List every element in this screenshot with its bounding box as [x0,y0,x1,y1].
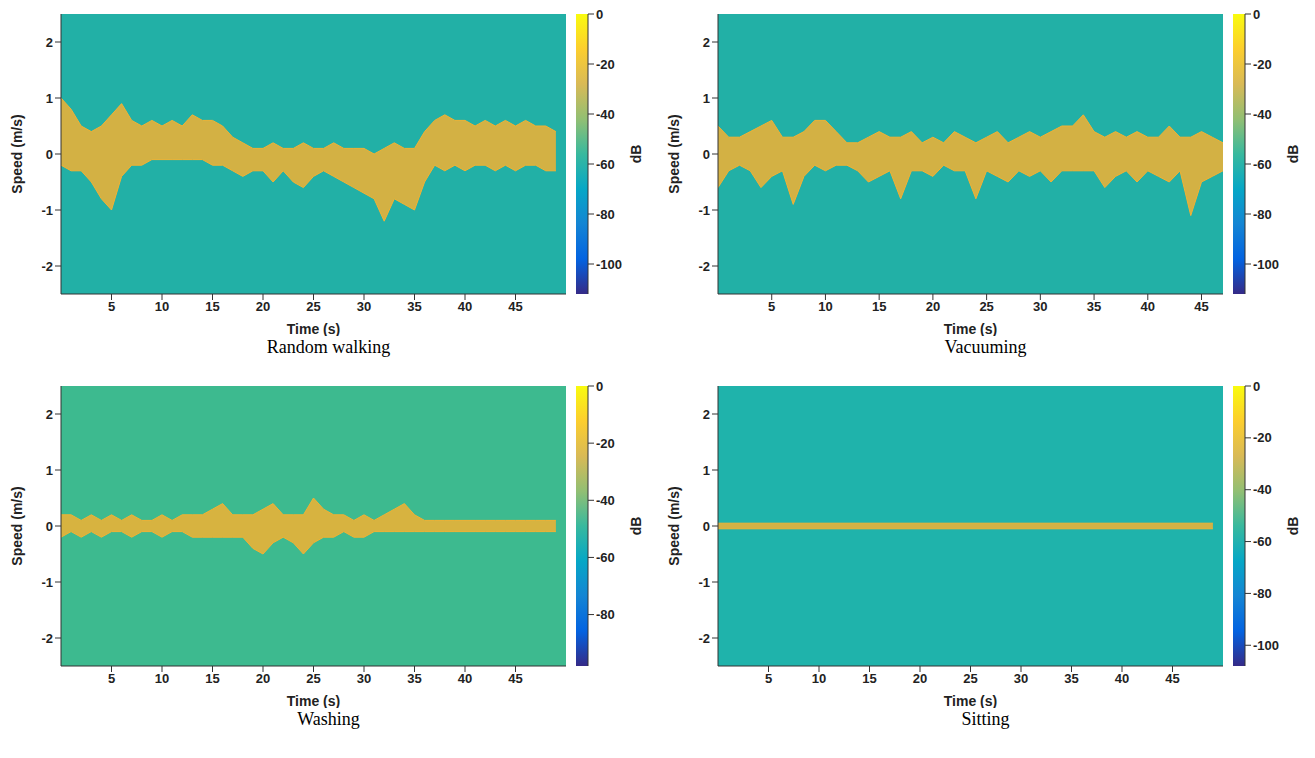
svg-text:-2: -2 [41,259,53,274]
svg-text:40: 40 [1115,671,1129,686]
svg-text:0: 0 [596,7,603,22]
svg-text:5: 5 [108,299,115,314]
svg-text:15: 15 [205,671,219,686]
svg-text:20: 20 [256,671,270,686]
svg-text:-40: -40 [596,493,615,508]
svg-text:30: 30 [1033,299,1047,314]
svg-text:-60: -60 [1253,157,1272,172]
svg-text:20: 20 [256,299,270,314]
svg-text:Time (s): Time (s) [287,693,340,708]
svg-text:10: 10 [818,299,832,314]
svg-text:Time (s): Time (s) [944,693,997,708]
svg-text:15: 15 [205,299,219,314]
svg-text:-20: -20 [596,436,615,451]
svg-text:-1: -1 [698,575,710,590]
svg-text:-1: -1 [41,575,53,590]
svg-text:40: 40 [458,299,472,314]
html-text:Sitting: Sitting [961,709,1010,729]
svg-text:-20: -20 [1253,430,1272,445]
svg-text:-80: -80 [596,207,615,222]
svg-text:-2: -2 [41,631,53,646]
svg-text:5: 5 [108,671,115,686]
svg-text:-100: -100 [1253,257,1279,272]
svg-text:0: 0 [46,519,53,534]
svg-text:Time (s): Time (s) [287,321,340,336]
svg-text:0: 0 [703,147,710,162]
svg-text:-80: -80 [596,607,615,622]
svg-text:Speed (m/s): Speed (m/s) [666,114,682,193]
svg-text:-2: -2 [698,631,710,646]
svg-text:1: 1 [703,91,710,106]
svg-text:dB: dB [1285,517,1301,536]
svg-text:45: 45 [508,299,522,314]
svg-text:35: 35 [1064,671,1078,686]
svg-text:10: 10 [155,299,169,314]
html-text:Washing: Washing [297,709,360,729]
html-text:Vacuuming: Vacuuming [944,337,1027,357]
svg-text:20: 20 [926,299,940,314]
svg-text:1: 1 [46,91,53,106]
svg-text:15: 15 [862,671,876,686]
svg-text:30: 30 [357,671,371,686]
svg-text:2: 2 [703,407,710,422]
svg-text:1: 1 [703,463,710,478]
svg-text:35: 35 [407,299,421,314]
svg-text:2: 2 [703,35,710,50]
svg-text:35: 35 [1087,299,1101,314]
svg-text:25: 25 [979,299,993,314]
svg-text:35: 35 [407,671,421,686]
svg-text:-80: -80 [1253,586,1272,601]
svg-text:30: 30 [357,299,371,314]
svg-text:0: 0 [46,147,53,162]
svg-text:dB: dB [628,145,644,164]
svg-text:-20: -20 [596,57,615,72]
svg-text:10: 10 [155,671,169,686]
svg-text:dB: dB [628,517,644,536]
svg-text:2: 2 [46,407,53,422]
svg-text:-2: -2 [698,259,710,274]
svg-text:1: 1 [46,463,53,478]
svg-text:-60: -60 [596,550,615,565]
svg-text:dB: dB [1285,145,1301,164]
svg-text:25: 25 [306,671,320,686]
svg-text:Speed (m/s): Speed (m/s) [9,114,25,193]
svg-text:-60: -60 [596,157,615,172]
svg-text:30: 30 [1014,671,1028,686]
svg-text:40: 40 [458,671,472,686]
svg-text:5: 5 [768,299,775,314]
svg-text:25: 25 [306,299,320,314]
svg-text:2: 2 [46,35,53,50]
svg-text:-1: -1 [41,203,53,218]
svg-text:45: 45 [508,671,522,686]
svg-text:-100: -100 [1253,638,1279,653]
svg-text:40: 40 [1141,299,1155,314]
svg-text:Time (s): Time (s) [944,321,997,336]
svg-text:5: 5 [765,671,772,686]
svg-text:45: 45 [1194,299,1208,314]
svg-text:-1: -1 [698,203,710,218]
svg-text:20: 20 [913,671,927,686]
html-text:Random walking: Random walking [266,337,391,357]
svg-text:15: 15 [872,299,886,314]
svg-text:-80: -80 [1253,207,1272,222]
svg-text:Speed (m/s): Speed (m/s) [666,486,682,565]
svg-text:-60: -60 [1253,534,1272,549]
svg-text:Speed (m/s): Speed (m/s) [9,486,25,565]
svg-text:0: 0 [596,379,603,394]
svg-text:0: 0 [1253,7,1260,22]
svg-text:10: 10 [812,671,826,686]
svg-text:45: 45 [1165,671,1179,686]
svg-text:-40: -40 [1253,482,1272,497]
svg-text:25: 25 [963,671,977,686]
svg-text:0: 0 [1253,379,1260,394]
svg-text:0: 0 [703,519,710,534]
svg-text:-20: -20 [1253,57,1272,72]
svg-text:-40: -40 [1253,107,1272,122]
svg-text:-100: -100 [596,257,622,272]
svg-text:-40: -40 [596,107,615,122]
